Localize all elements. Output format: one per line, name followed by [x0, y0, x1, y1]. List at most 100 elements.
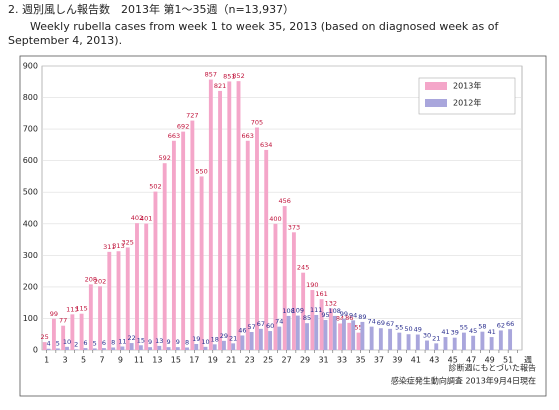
value-label: 74: [275, 318, 283, 326]
bar: [240, 335, 245, 350]
value-label: 663: [242, 132, 254, 140]
value-label: 115: [75, 305, 87, 313]
bar: [51, 318, 56, 350]
bar: [61, 325, 66, 350]
bar: [434, 343, 439, 350]
bar: [351, 320, 356, 350]
legend-label: 2013年: [453, 81, 481, 91]
bar: [305, 323, 309, 350]
value-label: 99: [340, 310, 348, 318]
bar: [295, 315, 300, 350]
bar: [480, 331, 485, 350]
bar: [162, 163, 167, 350]
bar: [107, 251, 112, 350]
bar: [332, 315, 337, 350]
bar: [356, 332, 361, 350]
value-label: 6: [102, 339, 106, 347]
value-label: 550: [195, 167, 207, 175]
value-label: 692: [177, 123, 189, 131]
legend-label: 2012年: [453, 98, 481, 108]
bar: [425, 340, 429, 350]
value-label: 41: [441, 328, 449, 336]
bar: [98, 286, 102, 350]
x-tick-label: 31: [318, 356, 328, 365]
value-label: 41: [487, 328, 495, 336]
value-label: 62: [497, 321, 505, 329]
value-label: 161: [315, 290, 327, 298]
value-label: 67: [257, 320, 265, 328]
value-label: 821: [214, 82, 226, 90]
x-tick-label: 33: [337, 356, 347, 365]
bar: [397, 332, 402, 350]
value-label: 8: [185, 338, 189, 346]
x-tick-label: 11: [134, 356, 144, 365]
value-label: 84: [336, 314, 344, 322]
value-label: 8: [111, 338, 115, 346]
value-label: 592: [158, 154, 170, 162]
bar: [208, 79, 213, 351]
bar: [212, 344, 217, 350]
bar: [83, 348, 88, 350]
bar: [111, 347, 116, 350]
value-label: 727: [186, 112, 198, 120]
value-label: 400: [269, 215, 281, 223]
value-label: 202: [94, 277, 106, 285]
bar: [245, 140, 250, 350]
value-label: 55: [460, 324, 468, 332]
bar: [249, 332, 254, 350]
bar: [125, 247, 130, 350]
bar: [378, 328, 383, 350]
bar: [166, 347, 171, 350]
bar: [314, 314, 319, 350]
bar: [236, 81, 241, 350]
bar: [203, 346, 208, 350]
x-tick-label: 39: [392, 356, 402, 365]
value-label: 22: [127, 334, 135, 342]
value-label: 29: [220, 332, 228, 340]
value-label: 132: [325, 299, 337, 307]
bar: [102, 348, 106, 350]
bar: [138, 345, 143, 350]
value-label: 5: [93, 339, 97, 347]
value-label: 55: [395, 324, 403, 332]
value-label: 77: [59, 317, 67, 325]
value-label: 58: [478, 323, 486, 331]
bar: [360, 321, 365, 350]
value-label: 502: [149, 183, 161, 191]
value-label: 852: [232, 72, 244, 80]
bar: [65, 346, 69, 350]
value-label: 6: [83, 339, 87, 347]
value-label: 108: [328, 307, 340, 315]
bar: [46, 348, 51, 350]
value-label: 2: [74, 340, 78, 348]
value-label: 13: [155, 337, 163, 345]
value-label: 10: [63, 338, 71, 346]
bar: [277, 326, 282, 350]
bar: [310, 290, 315, 350]
value-label: 10: [201, 338, 209, 346]
bar: [231, 343, 236, 350]
value-label: 95: [321, 311, 329, 319]
value-label: 49: [414, 326, 422, 334]
value-label: 15: [137, 336, 145, 344]
value-label: 67: [386, 320, 394, 328]
bar: [148, 347, 153, 350]
bar: [273, 223, 278, 350]
bar: [291, 232, 296, 350]
x-tick-label: 9: [118, 356, 123, 365]
bar: [120, 346, 125, 350]
value-label: 401: [140, 214, 152, 222]
x-tick-label: 7: [99, 356, 104, 365]
value-label: 456: [278, 197, 290, 205]
legend-swatch: [425, 99, 447, 107]
x-tick-label: 13: [152, 356, 162, 365]
bar: [342, 318, 346, 350]
bar: [489, 337, 494, 350]
x-tick-label: 21: [226, 356, 236, 365]
value-label: 21: [432, 334, 440, 342]
value-label: 25: [41, 333, 49, 341]
bar: [301, 272, 306, 350]
x-tick-label: 15: [171, 356, 181, 365]
value-label: 85: [303, 314, 311, 322]
